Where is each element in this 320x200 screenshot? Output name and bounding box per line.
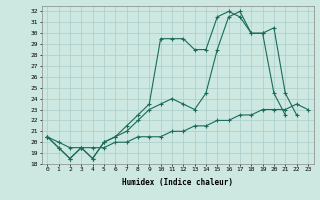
X-axis label: Humidex (Indice chaleur): Humidex (Indice chaleur) — [122, 178, 233, 187]
